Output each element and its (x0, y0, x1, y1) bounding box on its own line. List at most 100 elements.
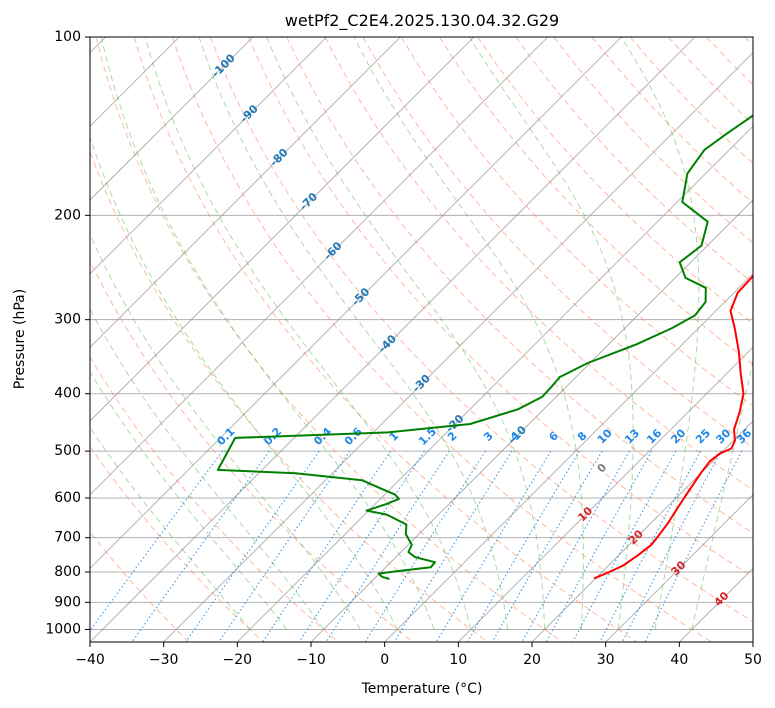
moist-adiabat-line (100, 37, 435, 630)
adiabat-label: 10 (575, 504, 595, 524)
mixing-ratio-line (491, 450, 603, 642)
isotherm-label: -30 (410, 372, 433, 395)
isotherm-line (90, 37, 622, 569)
y-tick-label: 400 (54, 386, 81, 402)
isotherm-label: -50 (349, 285, 372, 308)
isotherm-line (384, 273, 753, 642)
mixing-ratio-label: 36 (734, 426, 754, 446)
temperature-profile-line (593, 274, 753, 580)
pressure-gridlines (90, 37, 753, 630)
dry-adiabat-line (90, 531, 190, 642)
dry-adiabat-line (744, 37, 753, 47)
mixing-ratio-line (644, 450, 743, 642)
y-axis-label: Pressure (hPa) (12, 289, 28, 389)
dewpoint-profile-line (216, 114, 753, 580)
moist-adiabat-lines (90, 37, 753, 630)
isotherm-line (163, 52, 753, 642)
x-tick-label: 40 (670, 652, 688, 668)
moist-adiabat-line (90, 308, 324, 630)
x-tick-label: 50 (744, 652, 762, 668)
mixing-ratio-label: 2 (445, 429, 460, 444)
dry-adiabat-line (477, 37, 753, 325)
x-tick-label: −40 (75, 652, 105, 668)
isotherm-label: -70 (297, 190, 320, 213)
y-tick-label: 800 (54, 564, 81, 580)
moist-adiabat-line (469, 37, 634, 630)
y-tick-label: 100 (54, 29, 81, 45)
isotherm-line (679, 567, 753, 642)
dry-adiabat-line (171, 37, 712, 642)
dry-adiabat-line (591, 37, 753, 204)
dry-adiabat-line (90, 259, 414, 642)
y-tick-label: 700 (54, 530, 81, 546)
mixing-ratio-line (185, 450, 320, 642)
mixing-ratio-label: 25 (693, 427, 713, 447)
y-axis-ticks: 100 200 300 400 500 600 700 800 900 1000 (45, 29, 90, 637)
y-tick-label: 900 (54, 594, 81, 610)
plot-frame (89, 36, 754, 643)
y-tick-label: 600 (54, 490, 81, 506)
dry-adiabat-line (706, 37, 753, 86)
x-tick-label: 20 (523, 652, 541, 668)
adiabat-label: 30 (669, 558, 689, 578)
x-tick-label: −10 (296, 652, 326, 668)
moist-adiabat-line (144, 37, 472, 630)
mixing-ratio-label: 0.4 (311, 425, 334, 448)
isotherm-label: -40 (376, 332, 399, 355)
isotherm-line (531, 420, 753, 642)
dry-adiabat-line (248, 37, 753, 578)
mixing-ratio-line (572, 450, 677, 642)
dry-adiabat-lines (90, 37, 753, 642)
moist-adiabat-line (266, 37, 546, 630)
isotherm-label: -100 (209, 51, 238, 80)
dry-adiabat-line (438, 37, 753, 366)
isotherm-line (90, 37, 548, 496)
x-tick-label: 10 (449, 652, 467, 668)
dry-adiabat-line (668, 37, 753, 125)
y-tick-label: 1000 (45, 621, 81, 637)
isotherm-label: -60 (321, 239, 344, 262)
mixing-ratio-line (364, 450, 486, 642)
isotherm-line (752, 641, 753, 642)
dry-adiabat-line (553, 37, 753, 244)
isotherm-line (90, 37, 401, 348)
x-axis-label: Temperature (°C) (361, 681, 483, 697)
dry-adiabat-line (133, 37, 638, 642)
isotherm-line (90, 37, 696, 642)
moist-adiabat-line (353, 37, 584, 630)
moist-adiabat-line (90, 232, 361, 630)
mixing-ratio-line (599, 450, 701, 642)
mixing-ratio-line (218, 450, 351, 642)
isotherm-line (90, 37, 475, 422)
sounding-series (216, 114, 753, 580)
mixing-ratio-line (621, 450, 722, 642)
mixing-ratio-line (262, 450, 392, 642)
dry-adiabat-line (90, 445, 264, 642)
dry-adiabat-line (90, 356, 339, 642)
isotherm-label: -90 (238, 102, 261, 125)
mixing-ratio-line (131, 450, 270, 642)
mixing-ratio-line (393, 450, 513, 642)
moist-adiabat-line (691, 358, 753, 630)
moist-adiabat-line (198, 37, 509, 630)
dry-adiabat-line (210, 37, 753, 623)
adiabat-label: 0 (595, 461, 610, 476)
mixing-ratio-lines (90, 450, 743, 642)
adiabat-label: 20 (626, 527, 646, 547)
dry-adiabat-line (324, 37, 753, 491)
isotherm-line (605, 494, 753, 642)
isotherm-line (237, 125, 753, 642)
dry-adiabat-line (90, 150, 488, 642)
moist-adiabat-line (90, 426, 251, 630)
mixing-ratio-label: 13 (622, 427, 642, 447)
mixing-ratio-label: 16 (644, 426, 664, 446)
x-tick-label: 30 (597, 652, 615, 668)
y-tick-label: 200 (54, 207, 81, 223)
mixing-ratio-label: 0.1 (214, 425, 237, 448)
mixing-ratio-line (435, 450, 552, 642)
moist-adiabat-line (90, 370, 288, 630)
x-tick-label: 0 (380, 652, 389, 668)
mixing-ratio-line (545, 450, 653, 642)
isotherm-line (90, 37, 327, 275)
